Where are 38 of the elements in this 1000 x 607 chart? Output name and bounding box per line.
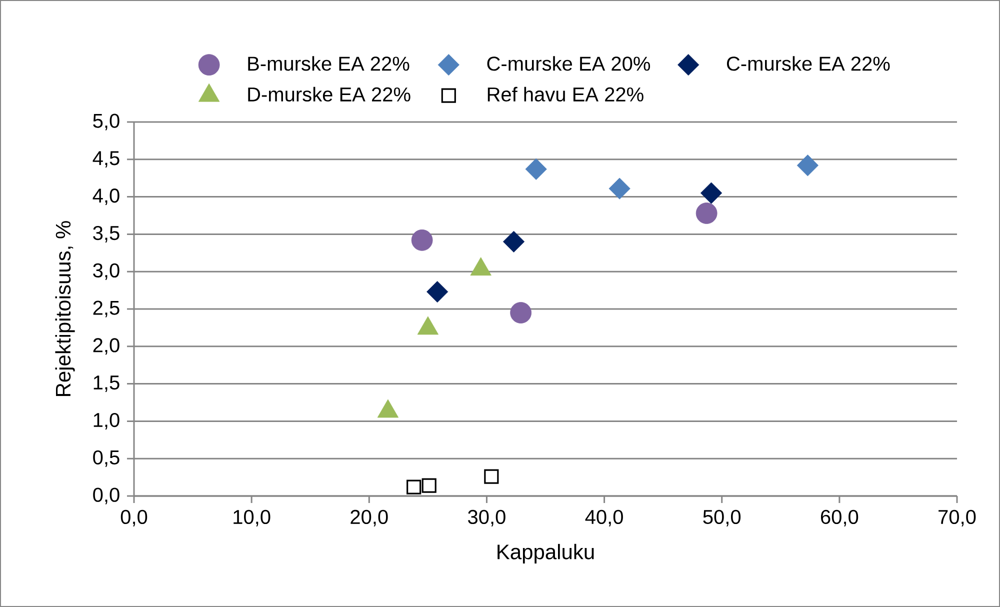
y-tick-label: 3,0: [93, 263, 120, 280]
legend-label: C-murske EA 20%: [487, 56, 650, 71]
legend-label: Ref havu EA 22%: [488, 86, 644, 102]
x-tick-label: 30,0: [468, 510, 506, 526]
y-tick-label: 2,5: [93, 300, 120, 318]
y-tick-label: 0,5: [93, 450, 120, 467]
x-tick-label: 70,0: [938, 510, 976, 526]
point: [406, 480, 422, 494]
y-tick-label: 4,0: [92, 188, 120, 206]
point: [796, 154, 818, 176]
point: [502, 230, 525, 252]
x-tick-label: 0,0: [120, 510, 148, 526]
x-tick-label: 40,0: [585, 510, 623, 526]
legend-label: D-murske EA 22%: [248, 86, 410, 102]
y-tick-label: 1,0: [94, 412, 120, 430]
x-tick-label: 10,0: [234, 510, 270, 526]
y-tick-label: 5,0: [93, 114, 120, 130]
point: [525, 158, 547, 180]
point: [510, 302, 532, 324]
point: [696, 202, 718, 224]
x-tick-label: 50,0: [703, 510, 741, 526]
y-tick-label: 0,0: [93, 488, 120, 504]
x-axis-title: Kappaluku: [498, 544, 594, 564]
y-tick-label: 1,5: [94, 376, 120, 392]
point: [422, 478, 436, 493]
point: [700, 182, 722, 204]
point: [411, 229, 433, 251]
y-tick-label: 2,0: [93, 338, 120, 355]
x-tick-label: 60,0: [820, 510, 858, 526]
legend-label: B-murske EA 22%: [248, 56, 410, 71]
point: [484, 469, 499, 484]
point: [608, 178, 630, 200]
legend-label: C-murske EA 22%: [726, 56, 890, 71]
y-axis-title: Rejektipitoisuus, %: [55, 221, 75, 396]
y-tick-label: 3,5: [93, 226, 120, 242]
x-tick-label: 20,0: [350, 510, 388, 526]
point: [426, 280, 448, 303]
y-tick-label: 4,5: [92, 151, 120, 168]
